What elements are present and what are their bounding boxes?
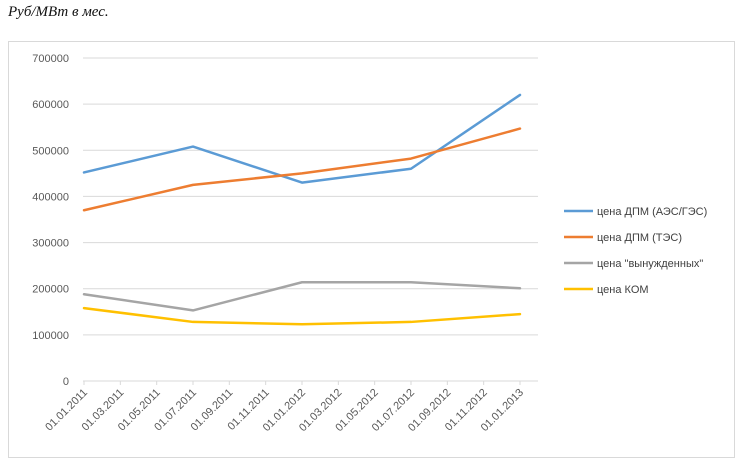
series-lines — [82, 93, 522, 326]
y-tick-label: 500000 — [32, 145, 69, 157]
y-tick-label: 0 — [63, 376, 69, 388]
y-tick-label: 600000 — [32, 99, 69, 111]
y-tick-label: 700000 — [32, 53, 69, 65]
legend-label: цена ДПМ (ТЭС) — [597, 232, 682, 244]
y-tick-label: 200000 — [32, 284, 69, 296]
legend: цена ДПМ (АЭС/ГЭС) цена ДПМ (ТЭС) цена "вы… — [564, 206, 707, 296]
legend-label: цена ДПМ (АЭС/ГЭС) — [597, 206, 707, 218]
x-axis-ticks: 01.01.201101.03.201101.05.201101.07.2011… — [43, 381, 526, 434]
series-line-1 — [82, 93, 522, 184]
y-axis-ticks: 0 100000 200000 300000 400000 500000 600000 700… — [32, 53, 69, 388]
chart-frame — [8, 41, 735, 458]
unit-caption: Руб/МВт в мес. — [8, 4, 109, 20]
legend-label: цена КОМ — [597, 284, 649, 296]
y-tick-label: 100000 — [32, 330, 69, 342]
series-line-2 — [82, 127, 522, 212]
series-line-3 — [82, 281, 522, 312]
legend-label: цена "вынужденных" — [597, 258, 703, 270]
series-line-4 — [82, 306, 522, 326]
y-tick-label: 300000 — [32, 238, 69, 250]
grid-lines — [83, 57, 538, 336]
y-tick-label: 400000 — [32, 191, 69, 203]
